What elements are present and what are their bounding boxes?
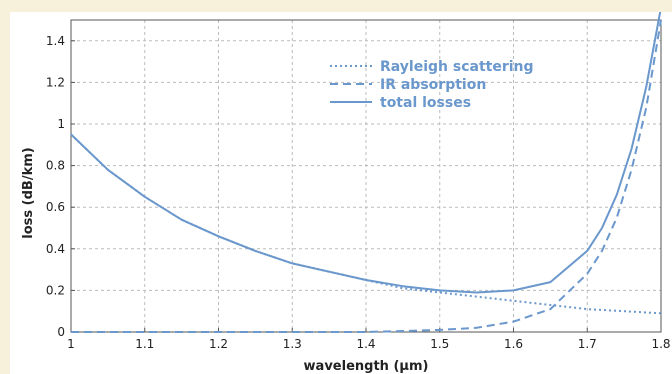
- y-tick-label: 0.6: [46, 200, 65, 214]
- x-tick-label: 1.1: [135, 337, 154, 351]
- x-tick-label: 1: [67, 337, 75, 351]
- series-line-total-losses: [70, 12, 662, 294]
- series-line-ir-absorption: [71, 19, 662, 333]
- x-tick-label: 1.8: [651, 337, 670, 351]
- y-tick-label: 0.2: [46, 283, 65, 297]
- x-tick-label: 1.5: [430, 337, 449, 351]
- tick-layer: 1 1.1 1.2 1.3 1.4 1.5 1.6 1.7 1.8 0 0.2 0.4 0.6 0.8 1 1…: [46, 34, 671, 351]
- x-tick-label: 1.6: [504, 337, 523, 351]
- x-tick-label: 1.3: [283, 337, 302, 351]
- x-axis-title: wavelength (μm): [304, 359, 429, 374]
- x-tick-label: 1.7: [578, 337, 597, 351]
- legend-label: Rayleigh scattering: [380, 59, 534, 75]
- legend-label: IR absorption: [380, 77, 486, 93]
- y-tick-label: 1.2: [46, 75, 65, 89]
- x-tick-label: 1.2: [209, 337, 228, 351]
- chart-panel: 1 1.1 1.2 1.3 1.4 1.5 1.6 1.7 1.8 0 0.2 0.4 0.6 0.8 1 1…: [10, 12, 672, 374]
- y-tick-label: 0: [57, 325, 65, 339]
- loss-chart: 1 1.1 1.2 1.3 1.4 1.5 1.6 1.7 1.8 0 0.2 0.4 0.6 0.8 1 1…: [21, 12, 671, 374]
- y-tick-label: 1: [57, 117, 65, 131]
- y-axis-title: loss (dB/km): [21, 147, 36, 238]
- legend: Rayleigh scattering IR absorption total lo…: [330, 59, 534, 111]
- y-tick-label: 0.4: [46, 242, 65, 256]
- y-tick-label: 0.8: [46, 159, 65, 173]
- series-layer: [70, 12, 662, 333]
- legend-label: total losses: [380, 95, 471, 111]
- x-tick-label: 1.4: [356, 337, 375, 351]
- y-tick-label: 1.4: [46, 34, 65, 48]
